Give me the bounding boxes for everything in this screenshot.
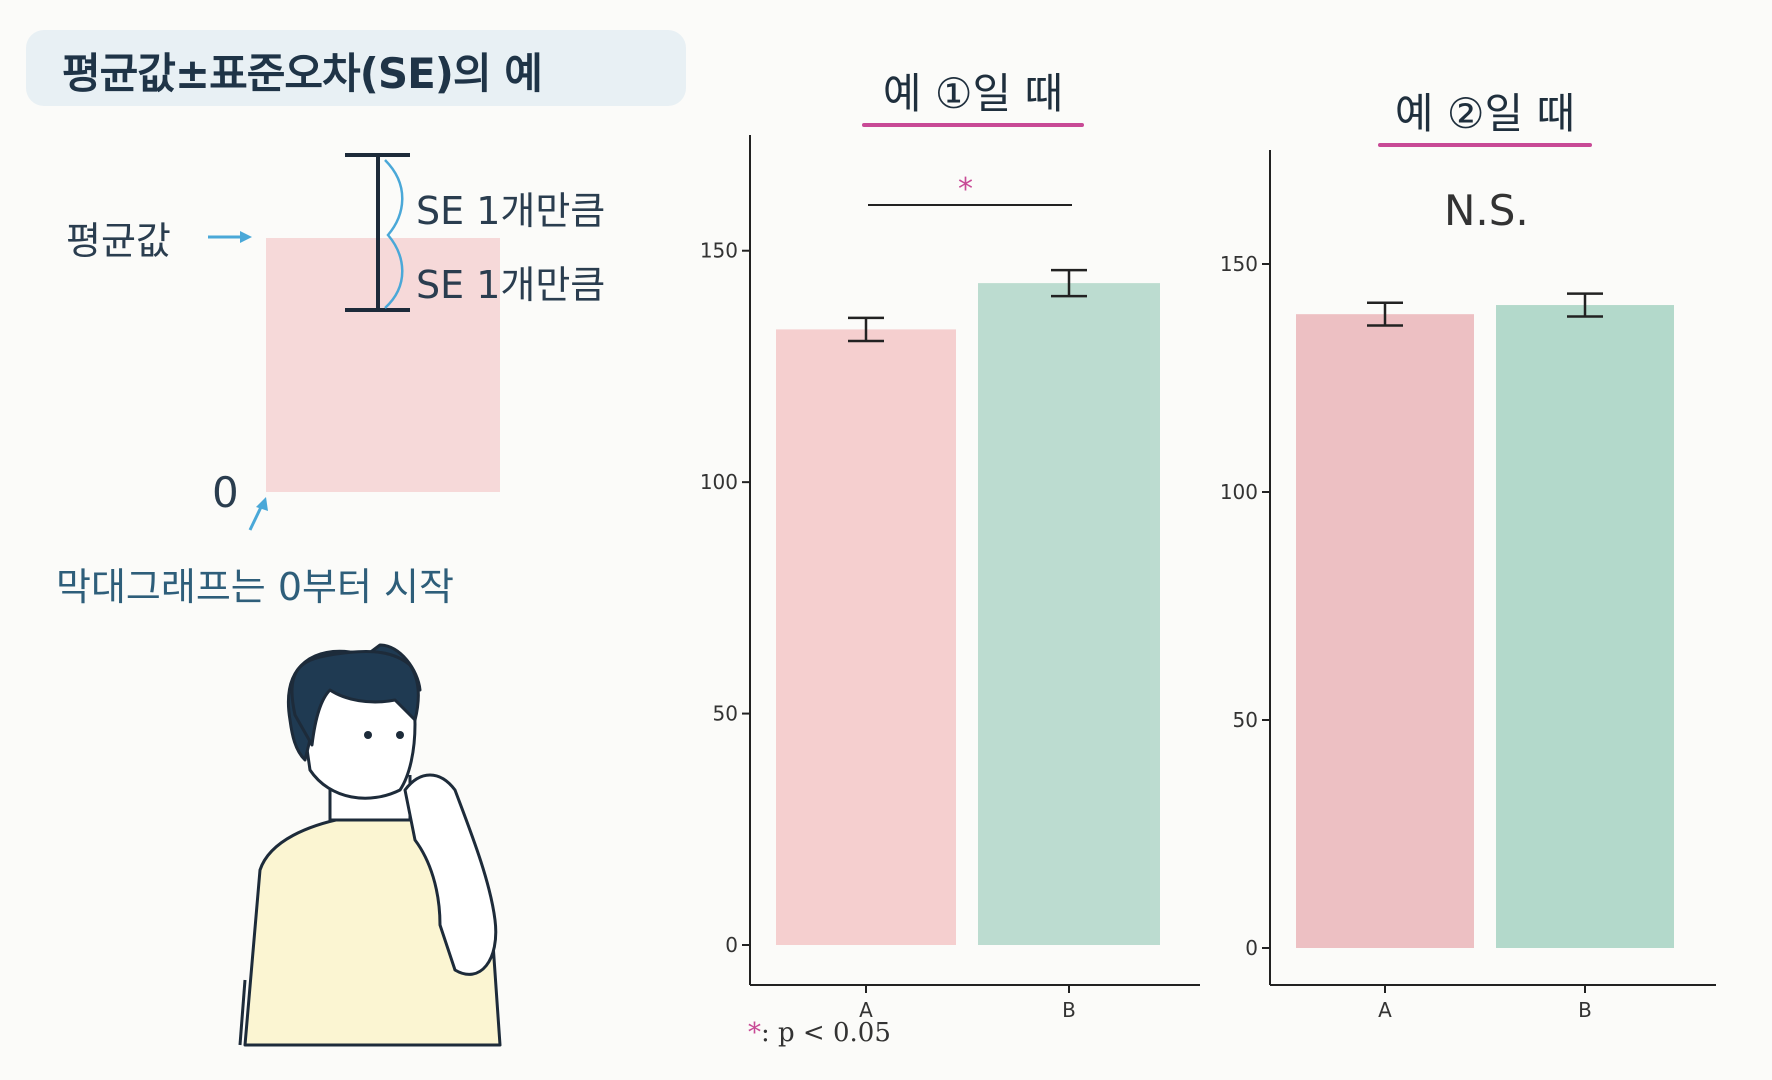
thinking-person-icon [238,643,502,1047]
chart2-ns-label: N.S. [1444,186,1529,235]
chart1-y-tick-label: 150 [700,239,738,263]
se-brace-icon [384,159,404,309]
chart1-y-tick-label: 50 [713,702,738,726]
chart1-bar-B [978,283,1160,946]
chart2-y-tick-label: 50 [1233,708,1258,732]
chart1-x-tick-label: A [859,998,873,1022]
chart1-x-tick-label: B [1062,998,1076,1022]
zero-arrow-icon [248,504,264,531]
title-background [26,30,686,106]
se-lower-label: SE 1개만큼 [416,263,606,307]
person-eye-icon [396,731,404,739]
mean-arrowhead-icon [240,231,252,243]
chart2-y-tick-label: 100 [1220,480,1258,504]
page-title: 평균값±표준오차(SE)의 예 [62,49,543,98]
chart1-bar-A [776,329,956,945]
chart1-title: 예 ①일 때 [862,60,1084,127]
chart2-bar-B [1496,305,1674,948]
chart1-significance-star: * [958,172,973,207]
chart2-y-tick-label: 0 [1245,936,1258,960]
bar-caption: 막대그래프는 0부터 시작 [56,565,454,609]
se-upper-label: SE 1개만큼 [416,189,606,233]
demo-bar [266,238,500,492]
chart2-y-tick-label: 150 [1220,252,1258,276]
person-eye-icon [364,731,372,739]
chart2-title: 예 ②일 때 [1378,80,1592,147]
chart1-y-tick-label: 100 [700,470,738,494]
chart2-bar-A [1296,314,1474,948]
chart2-x-tick-label: B [1578,998,1592,1022]
zero-arrowhead-icon [256,497,268,511]
chart1-footnote: *: p < 0.05 [748,1018,891,1048]
zero-label: 0 [212,468,239,517]
chart2-x-tick-label: A [1378,998,1392,1022]
chart1-y-tick-label: 0 [725,933,738,957]
mean-label: 평균값 [66,219,171,263]
